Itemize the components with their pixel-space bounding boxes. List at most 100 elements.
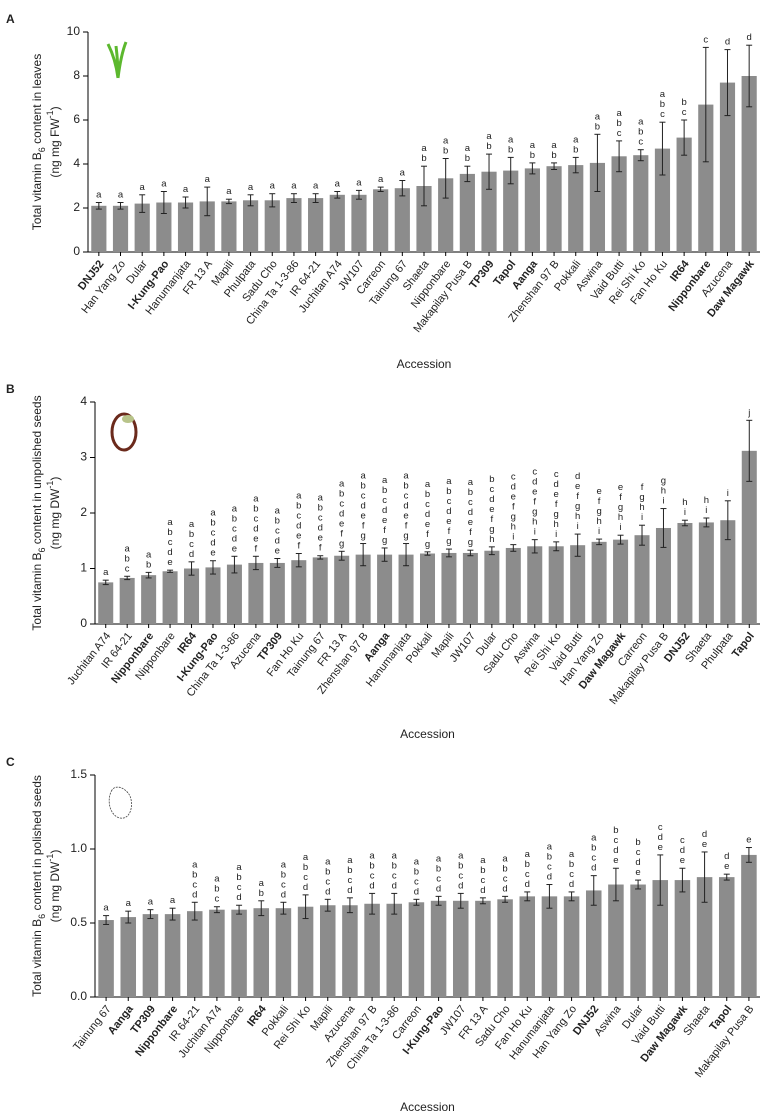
significance-letters: abcde <box>229 503 240 553</box>
bar <box>291 560 307 624</box>
y-tick-label: 0 <box>73 244 80 258</box>
bar <box>98 920 114 997</box>
y-axis-label-part: content in unpolished seeds <box>30 395 44 547</box>
bar <box>419 553 436 624</box>
significance-letters: abcdef <box>293 491 304 551</box>
significance-letters: abcdefg <box>422 479 433 549</box>
bar <box>355 554 371 624</box>
seed-embryo <box>122 415 134 423</box>
bar <box>462 552 478 624</box>
bar <box>652 880 669 997</box>
bar <box>741 76 757 252</box>
significance-letters: c <box>700 34 711 44</box>
bar <box>319 905 336 997</box>
significance-letters: de <box>699 829 710 849</box>
bar <box>611 156 627 252</box>
bar <box>264 200 280 252</box>
significance-letters: a <box>158 179 169 189</box>
bar <box>398 554 414 624</box>
significance-letters: a <box>100 567 111 577</box>
significance-letters: abcd <box>278 859 289 899</box>
bar <box>484 550 500 624</box>
y-tick-label: 10 <box>67 24 81 38</box>
significance-letters: abcd <box>389 850 400 890</box>
significance-letters: a <box>123 898 134 908</box>
y-tick-label: 2 <box>73 200 80 214</box>
y-tick-label: 0.0 <box>70 989 87 1003</box>
significance-letters: a <box>245 182 256 192</box>
bar <box>134 203 150 252</box>
significance-letters: a <box>167 895 178 905</box>
significance-letters: a <box>223 186 234 196</box>
y-tick-label: 0 <box>80 616 87 630</box>
significance-letters: abc <box>635 117 646 147</box>
bar <box>162 571 178 624</box>
significance-letters: cdefghi <box>529 467 540 537</box>
bar <box>253 908 270 997</box>
bar <box>720 520 736 624</box>
bar <box>524 168 540 252</box>
y-tick-label: 4 <box>73 156 80 170</box>
bar <box>475 900 491 997</box>
bar <box>541 896 558 997</box>
significance-letters: ab <box>419 143 430 163</box>
y-axis-label-part: Total vitamin B <box>30 152 44 230</box>
bar <box>120 917 137 997</box>
bar <box>199 201 215 252</box>
significance-letters: abcd <box>566 849 577 889</box>
significance-letters: a <box>145 897 156 907</box>
bar <box>177 202 194 252</box>
seed-outline-icon <box>108 786 132 819</box>
bar <box>634 535 650 624</box>
bar <box>286 198 302 252</box>
y-axis-label-part: 6 <box>37 147 47 152</box>
bar <box>613 539 629 624</box>
significance-letters: abcd <box>500 853 511 893</box>
significance-letters: j <box>744 407 755 417</box>
significance-letters: a <box>332 179 343 189</box>
significance-letters: a <box>375 174 386 184</box>
y-axis-label-part: content in leaves <box>30 54 44 147</box>
significance-letters: abcd <box>186 519 197 559</box>
bar <box>231 909 247 997</box>
significance-letters: a <box>101 903 112 913</box>
significance-letters: cde <box>655 822 666 852</box>
significance-letters: a <box>310 181 321 191</box>
bar <box>741 450 757 624</box>
seed-icon <box>110 412 138 452</box>
bar <box>527 546 543 624</box>
panel-letter: A <box>6 12 15 26</box>
panel: A 0 2 4 6 8 10 Total vitamin B6 content in leav… <box>6 12 760 371</box>
x-axis-label: Accession <box>400 727 455 741</box>
y-axis-label-part: Total vitamin B <box>30 553 44 631</box>
y-axis-label-part: -1 <box>45 854 55 862</box>
bar <box>570 545 586 624</box>
significance-letters: abcd <box>522 849 533 889</box>
significance-letters: abcdef <box>315 493 326 553</box>
x-axis-label: Accession <box>400 1100 455 1114</box>
significance-letters: abcd <box>411 856 422 896</box>
significance-letters: abcdefg <box>443 476 454 546</box>
significance-letters: abcd <box>477 855 488 895</box>
significance-letters: ab <box>592 111 603 131</box>
bar <box>698 104 714 252</box>
significance-letters: a <box>397 168 408 178</box>
significance-letters: ab <box>484 131 495 151</box>
y-axis-label: (ng mg DW-1) <box>45 477 62 550</box>
significance-letters: ghi <box>658 476 669 506</box>
bar <box>608 884 624 997</box>
bar <box>674 880 691 997</box>
significance-letters: abcdef <box>250 493 261 553</box>
y-axis-label: Total vitamin B6 content in leaves <box>30 54 47 230</box>
bar <box>394 188 410 252</box>
bar <box>503 170 519 252</box>
x-tick-label: Tapol <box>730 630 757 660</box>
y-tick-label: 3 <box>80 450 87 464</box>
bar <box>351 194 367 252</box>
bar <box>312 557 328 624</box>
leaf-icon <box>106 41 128 79</box>
y-tick-label: 8 <box>73 68 80 82</box>
significance-letters: efghi <box>594 486 605 536</box>
bar <box>205 567 221 624</box>
bar <box>142 914 159 997</box>
